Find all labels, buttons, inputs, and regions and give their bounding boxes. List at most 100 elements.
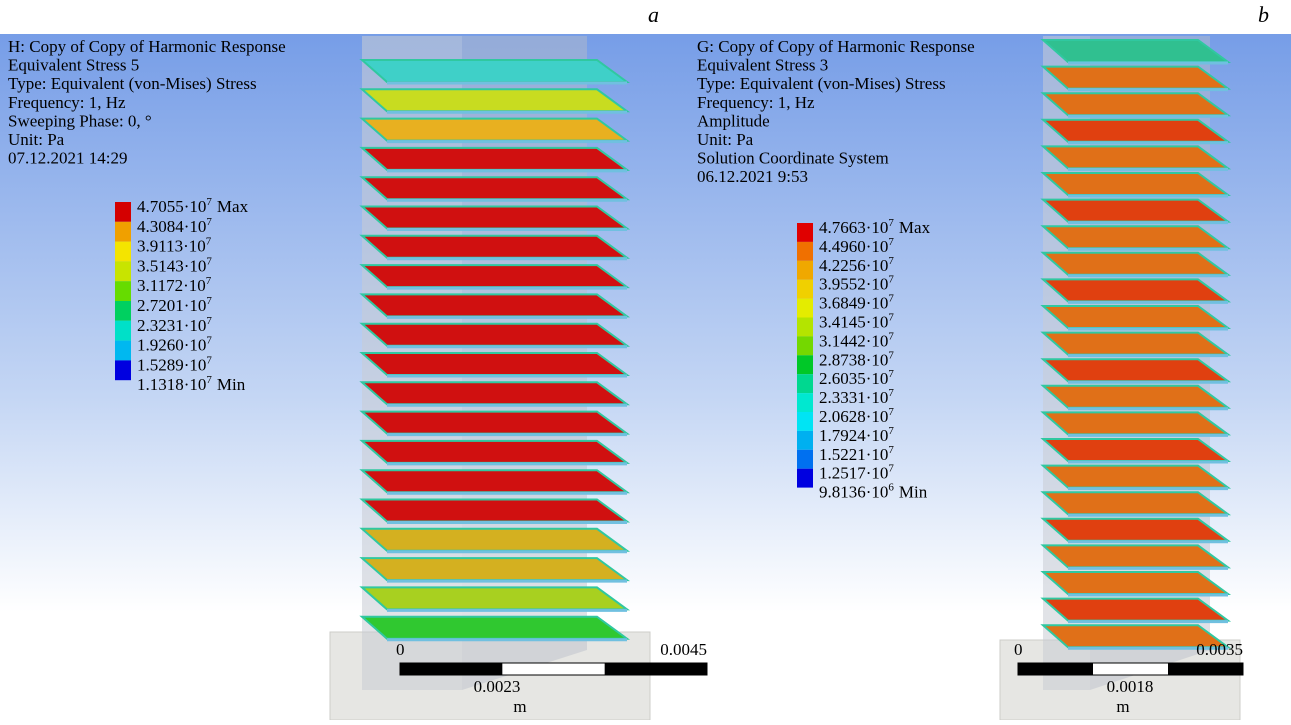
legend-label: 1.7924·107 <box>819 425 894 445</box>
plate <box>1043 439 1228 461</box>
plate <box>1043 466 1228 488</box>
legend-label: 1.1318·107Min <box>137 374 246 394</box>
legend-exponent: 6 <box>888 482 894 494</box>
header-line: Amplitude <box>697 111 770 130</box>
legend-label: 3.9552·107 <box>819 274 894 294</box>
header-line: Solution Coordinate System <box>697 149 889 168</box>
legend-mantissa: 1.2517·10 <box>819 464 888 483</box>
legend-mantissa: 1.9260·10 <box>137 336 206 355</box>
plate <box>1043 279 1228 301</box>
plate <box>362 441 627 463</box>
plate <box>1043 173 1228 195</box>
scale-mid: 0.0018 <box>1107 677 1154 696</box>
legend-label: 4.7055·107Max <box>137 196 249 216</box>
legend-exponent: 7 <box>888 425 894 437</box>
legend-swatch <box>797 318 813 337</box>
legend-label: 1.2517·107 <box>819 463 894 483</box>
figure: aH: Copy of Copy of Harmonic ResponseEqu… <box>0 0 1291 720</box>
header-line: Type: Equivalent (von-Mises) Stress <box>697 74 946 93</box>
legend-label: 3.6849·107 <box>819 293 894 313</box>
legend-label: 9.8136·106Min <box>819 482 928 502</box>
legend-swatch <box>797 261 813 280</box>
legend-exponent: 7 <box>206 335 212 347</box>
legend-swatch <box>115 202 131 222</box>
legend-exponent: 7 <box>888 236 894 248</box>
legend-exponent: 7 <box>888 293 894 305</box>
plate <box>362 529 627 551</box>
scale-end: 0.0035 <box>1196 640 1243 659</box>
legend-swatch <box>115 261 131 281</box>
legend-mantissa: 1.5289·10 <box>137 355 206 374</box>
header-line: Equivalent Stress 3 <box>697 56 828 75</box>
legend-label: 3.5143·107 <box>137 255 212 275</box>
legend-label: 4.3084·107 <box>137 216 212 236</box>
legend-label: 3.9113·107 <box>137 236 212 256</box>
plate <box>1043 226 1228 248</box>
legend-exponent: 7 <box>206 255 212 267</box>
legend-suffix: Min <box>217 375 246 394</box>
legend-suffix: Max <box>217 197 249 216</box>
legend-exponent: 7 <box>888 255 894 267</box>
legend-mantissa: 4.2256·10 <box>819 256 888 275</box>
legend-exponent: 7 <box>206 315 212 327</box>
legend-label: 2.7201·107 <box>137 295 212 315</box>
header-line: Equivalent Stress 5 <box>8 56 139 75</box>
scale-start: 0 <box>396 640 405 659</box>
legend-mantissa: 1.7924·10 <box>819 426 888 445</box>
scale-bar-seg <box>1168 663 1243 675</box>
legend-exponent: 7 <box>888 217 894 229</box>
legend-label: 4.7663·107Max <box>819 217 931 237</box>
legend-exponent: 7 <box>888 274 894 286</box>
plate <box>362 324 627 346</box>
plate <box>362 207 627 229</box>
header-line: G: Copy of Copy of Harmonic Response <box>697 37 975 56</box>
legend-swatch <box>115 321 131 341</box>
legend-mantissa: 2.3331·10 <box>819 388 888 407</box>
legend-mantissa: 4.3084·10 <box>137 217 206 236</box>
plate <box>1043 200 1228 222</box>
plate <box>1043 572 1228 594</box>
scale-end: 0.0045 <box>660 640 707 659</box>
header-line: Type: Equivalent (von-Mises) Stress <box>8 74 257 93</box>
plate <box>1043 359 1228 381</box>
plate <box>362 177 627 199</box>
plate <box>362 236 627 258</box>
legend-mantissa: 3.1172·10 <box>137 276 206 295</box>
legend-swatch <box>797 242 813 261</box>
legend-suffix: Max <box>899 218 931 237</box>
plate <box>362 382 627 404</box>
legend-mantissa: 3.9552·10 <box>819 275 888 294</box>
legend-label: 1.5221·107 <box>819 444 894 464</box>
plate <box>1043 253 1228 275</box>
plate <box>362 500 627 522</box>
top-margin <box>0 0 1291 34</box>
legend-swatch <box>797 450 813 469</box>
plate <box>362 89 627 111</box>
legend-mantissa: 2.8738·10 <box>819 350 888 369</box>
legend-mantissa: 2.0628·10 <box>819 407 888 426</box>
legend-swatch <box>797 431 813 450</box>
legend-mantissa: 2.6035·10 <box>819 369 888 388</box>
legend-mantissa: 9.8136·10 <box>819 483 888 502</box>
legend-label: 1.9260·107 <box>137 335 212 355</box>
plate <box>362 412 627 434</box>
legend-exponent: 7 <box>888 444 894 456</box>
legend-mantissa: 4.7055·10 <box>137 197 206 216</box>
scale-unit: m <box>1116 697 1129 716</box>
header-line: Unit: Pa <box>697 130 754 149</box>
legend-swatch <box>115 281 131 301</box>
plate <box>1043 412 1228 434</box>
plate <box>362 60 627 82</box>
legend-label: 3.4145·107 <box>819 312 894 332</box>
legend-mantissa: 1.5221·10 <box>819 445 888 464</box>
legend-mantissa: 3.6849·10 <box>819 294 888 313</box>
header-line: Frequency: 1, Hz <box>697 93 815 112</box>
legend-exponent: 7 <box>888 406 894 418</box>
legend-mantissa: 2.7201·10 <box>137 296 206 315</box>
panel-label: a <box>648 2 659 27</box>
plate <box>362 617 627 639</box>
legend-exponent: 7 <box>888 330 894 342</box>
legend-exponent: 7 <box>206 354 212 366</box>
legend-label: 2.3331·107 <box>819 387 894 407</box>
legend-mantissa: 3.4145·10 <box>819 313 888 332</box>
